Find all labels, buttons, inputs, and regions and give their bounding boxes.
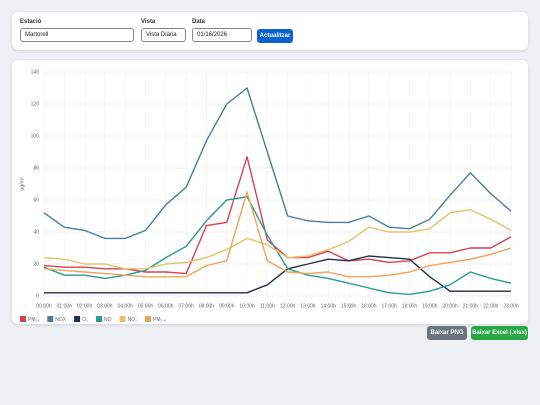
x-tick-label: 07:00h xyxy=(178,303,194,309)
legend-label: PM₂.₅ xyxy=(153,317,166,323)
x-tick-label: 18:00h xyxy=(402,303,418,309)
series-line xyxy=(43,208,512,270)
legend-label: PM₁₀ xyxy=(28,317,39,323)
chart-card: µg/m³ 0 20 40 60 80 100 120 140 00:00h 01:00h 02:0… xyxy=(12,60,528,324)
legend-swatch xyxy=(145,316,151,322)
legend-swatch xyxy=(96,316,103,322)
y-tick-label: 60 xyxy=(33,197,39,203)
date-input[interactable]: 01/16/2026 xyxy=(192,28,252,42)
x-tick-label: 19:00h xyxy=(422,303,438,309)
chart: µg/m³ 0 20 40 60 80 100 120 140 00:00h 01:00h 02:0… xyxy=(19,69,519,323)
x-tick-label: 09:00h xyxy=(219,303,235,309)
controls-card: Estació Martorell Vista Vista Diària Dat… xyxy=(12,12,528,50)
legend-swatch xyxy=(47,316,54,322)
x-tick-label: 20:00h xyxy=(442,303,458,309)
legend-label: NOX xyxy=(55,317,67,323)
y-tick-label: 0 xyxy=(36,293,39,299)
x-tick-label: 23:00h xyxy=(503,303,519,309)
x-tick-label: 12:00h xyxy=(280,303,296,309)
x-tick-label: 14:00h xyxy=(321,303,337,309)
view-label: Vista xyxy=(141,19,156,25)
x-tick-label: 22:00h xyxy=(483,303,499,309)
y-axis-label: µg/m³ xyxy=(19,177,25,190)
y-tick-label: 120 xyxy=(31,101,40,107)
series-line xyxy=(43,196,512,296)
legend-label: O₃ xyxy=(82,317,88,323)
x-tick-label: 04:00h xyxy=(118,303,134,309)
x-tick-label: 05:00h xyxy=(138,303,154,309)
legend-swatch xyxy=(74,316,81,322)
x-tick-label: 10:00h xyxy=(239,303,255,309)
station-select[interactable]: Martorell xyxy=(20,28,134,42)
x-tick-label: 11:00h xyxy=(260,303,275,309)
y-tick-label: 40 xyxy=(33,229,39,235)
x-tick-label: 21:00h xyxy=(463,303,479,309)
series-line xyxy=(43,87,512,240)
x-tick-label: 03:00h xyxy=(97,303,113,309)
y-tick-label: 140 xyxy=(31,69,40,75)
x-tick-label: 00:00h xyxy=(36,303,52,309)
y-tick-label: 20 xyxy=(33,261,39,267)
x-tick-label: 16:00h xyxy=(361,303,377,309)
series-line xyxy=(43,191,512,278)
x-tick-label: 15:00h xyxy=(341,303,357,309)
legend-swatch xyxy=(20,316,26,322)
view-select[interactable]: Vista Diària xyxy=(141,28,186,42)
x-tick-label: 01:00h xyxy=(57,303,73,309)
legend-swatch xyxy=(119,316,126,322)
x-tick-label: 06:00h xyxy=(158,303,174,309)
x-tick-label: 02:00h xyxy=(77,303,93,309)
legend-label: NO xyxy=(104,317,112,323)
x-tick-label: 13:00h xyxy=(300,303,316,309)
station-label: Estació xyxy=(20,19,42,25)
series-line xyxy=(43,156,512,275)
excel-button[interactable]: Baixar Excel (.xlsx) xyxy=(471,326,528,340)
series-line xyxy=(44,255,511,294)
update-button[interactable]: Actualitzar xyxy=(257,29,293,43)
x-tick-label: 08:00h xyxy=(199,303,215,309)
png-button[interactable]: Baixar PNG xyxy=(427,326,467,340)
date-label: Data xyxy=(192,19,206,25)
legend-label: NO₂ xyxy=(128,317,138,323)
x-tick-label: 17:00h xyxy=(382,303,398,309)
y-tick-label: 100 xyxy=(31,133,40,139)
y-tick-label: 80 xyxy=(33,165,39,171)
